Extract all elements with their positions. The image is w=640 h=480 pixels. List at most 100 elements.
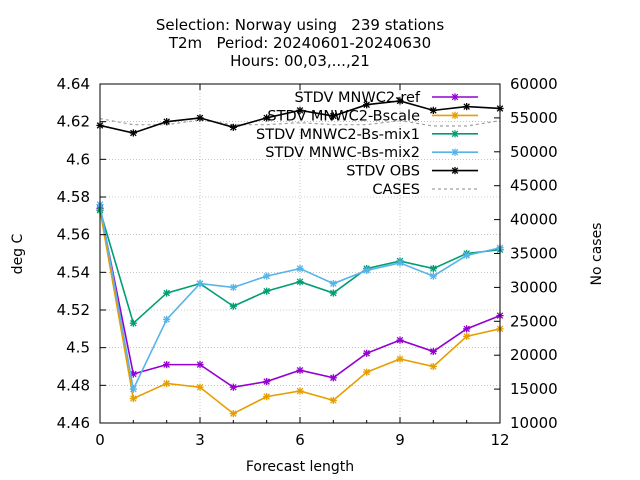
legend-label: STDV OBS [346,164,420,180]
data-point [363,349,371,357]
legend-marker [451,111,459,119]
y-tick-label: 4.58 [57,188,90,206]
y-tick-label: 4.5 [66,339,90,357]
legend-label: STDV MNWC2-Bs-mix1 [256,127,420,143]
y2-tick-label: 50000 [510,143,558,161]
data-point [129,129,137,137]
ticks: 0 3 6 9 12 4.46 4.48 4.5 4.52 4.54 4.56 4.58 4.6 4.62… [57,75,558,449]
data-point [296,387,304,395]
data-point [163,118,171,126]
data-point [396,355,404,363]
data-point [163,315,171,324]
series-stdv-mnwc2-bscale [96,206,504,418]
series-group [96,97,504,418]
y2-tick-label: 35000 [510,245,558,263]
series-stdv-mnwc2-ref [96,204,504,391]
y2-tick-label: 15000 [510,380,558,398]
data-point [196,361,204,369]
y-tick-label: 4.64 [57,75,90,93]
data-point [129,385,137,393]
legend-marker [451,167,459,175]
data-point [363,368,371,376]
data-point [129,319,137,327]
data-point [329,289,337,297]
y2-tick-label: 55000 [510,109,558,127]
data-point [196,383,204,391]
data-point [329,374,337,382]
data-point [229,383,237,391]
y-tick-label: 4.46 [57,414,90,432]
data-point [429,264,437,273]
data-point [329,280,337,288]
data-point [163,379,171,388]
y2-tick-label: 20000 [510,346,558,364]
y2-tick-label: 25000 [510,312,558,330]
data-point [296,106,304,114]
y2-tick-label: 60000 [510,75,558,93]
y2-tick-label: 10000 [510,414,558,432]
data-point [163,289,171,297]
data-point [329,112,337,120]
data-point [429,272,437,280]
data-point [463,251,471,259]
data-point [429,347,437,356]
legend-label: STDV MNWC2-Bscale [267,108,420,124]
data-point [196,280,204,288]
legend-marker [451,93,459,101]
data-point [329,396,337,404]
data-point [229,302,237,310]
y-tick-label: 4.54 [57,263,90,281]
data-point [296,278,304,286]
data-point [263,287,271,295]
data-point [296,264,304,273]
data-point [396,259,404,267]
x-tick-label: 9 [395,431,405,449]
y-axis-label: deg C [10,233,26,274]
data-point [429,362,437,371]
data-point [396,97,404,105]
legend-marker [451,130,459,138]
x-axis-label: Forecast length [246,459,354,475]
legend-marker [451,148,459,156]
data-point [363,101,371,109]
x-tick-label: 3 [195,431,205,449]
data-point [229,283,237,291]
legend: STDV MNWC2-ref STDV MNWC2-Bscale STDV MNWC… [256,90,478,198]
title-line: Hours: 00,03,...,21 [230,52,370,70]
data-point [296,366,304,374]
data-point [263,393,271,401]
series-stdv-mnwc-bs-mix2 [96,200,504,393]
title-line: T2m Period: 20240601-20240630 [168,34,431,52]
x-tick-label: 0 [95,431,105,449]
data-point [196,114,204,122]
y2-tick-label: 40000 [510,211,558,229]
y-tick-label: 4.56 [57,226,90,244]
title-line: Selection: Norway using 239 stations [156,16,444,34]
chart-title: Selection: Norway using 239 stationsT2m … [156,16,444,70]
data-point [463,332,471,340]
data-point [396,336,404,344]
data-point [263,377,271,386]
data-point [163,361,171,369]
x-tick-label: 12 [490,431,509,449]
y2-tick-label: 45000 [510,177,558,195]
data-point [229,409,237,418]
data-point [429,106,437,114]
x-tick-label: 6 [295,431,305,449]
data-point [263,114,271,122]
y-tick-label: 4.6 [66,150,90,168]
legend-label: STDV MNWC2-ref [295,90,421,106]
legend-label: STDV MNWC-Bs-mix2 [265,145,420,161]
data-point [229,123,237,131]
data-point [129,394,137,403]
y-tick-label: 4.62 [57,113,90,131]
y2-axis-label: No cases [589,223,605,286]
legend-label: CASES [372,182,420,198]
data-point [463,325,471,333]
y-tick-label: 4.48 [57,376,90,394]
y2-tick-label: 30000 [510,278,558,296]
data-point [463,103,471,111]
data-point [363,266,371,275]
data-point [263,272,271,280]
